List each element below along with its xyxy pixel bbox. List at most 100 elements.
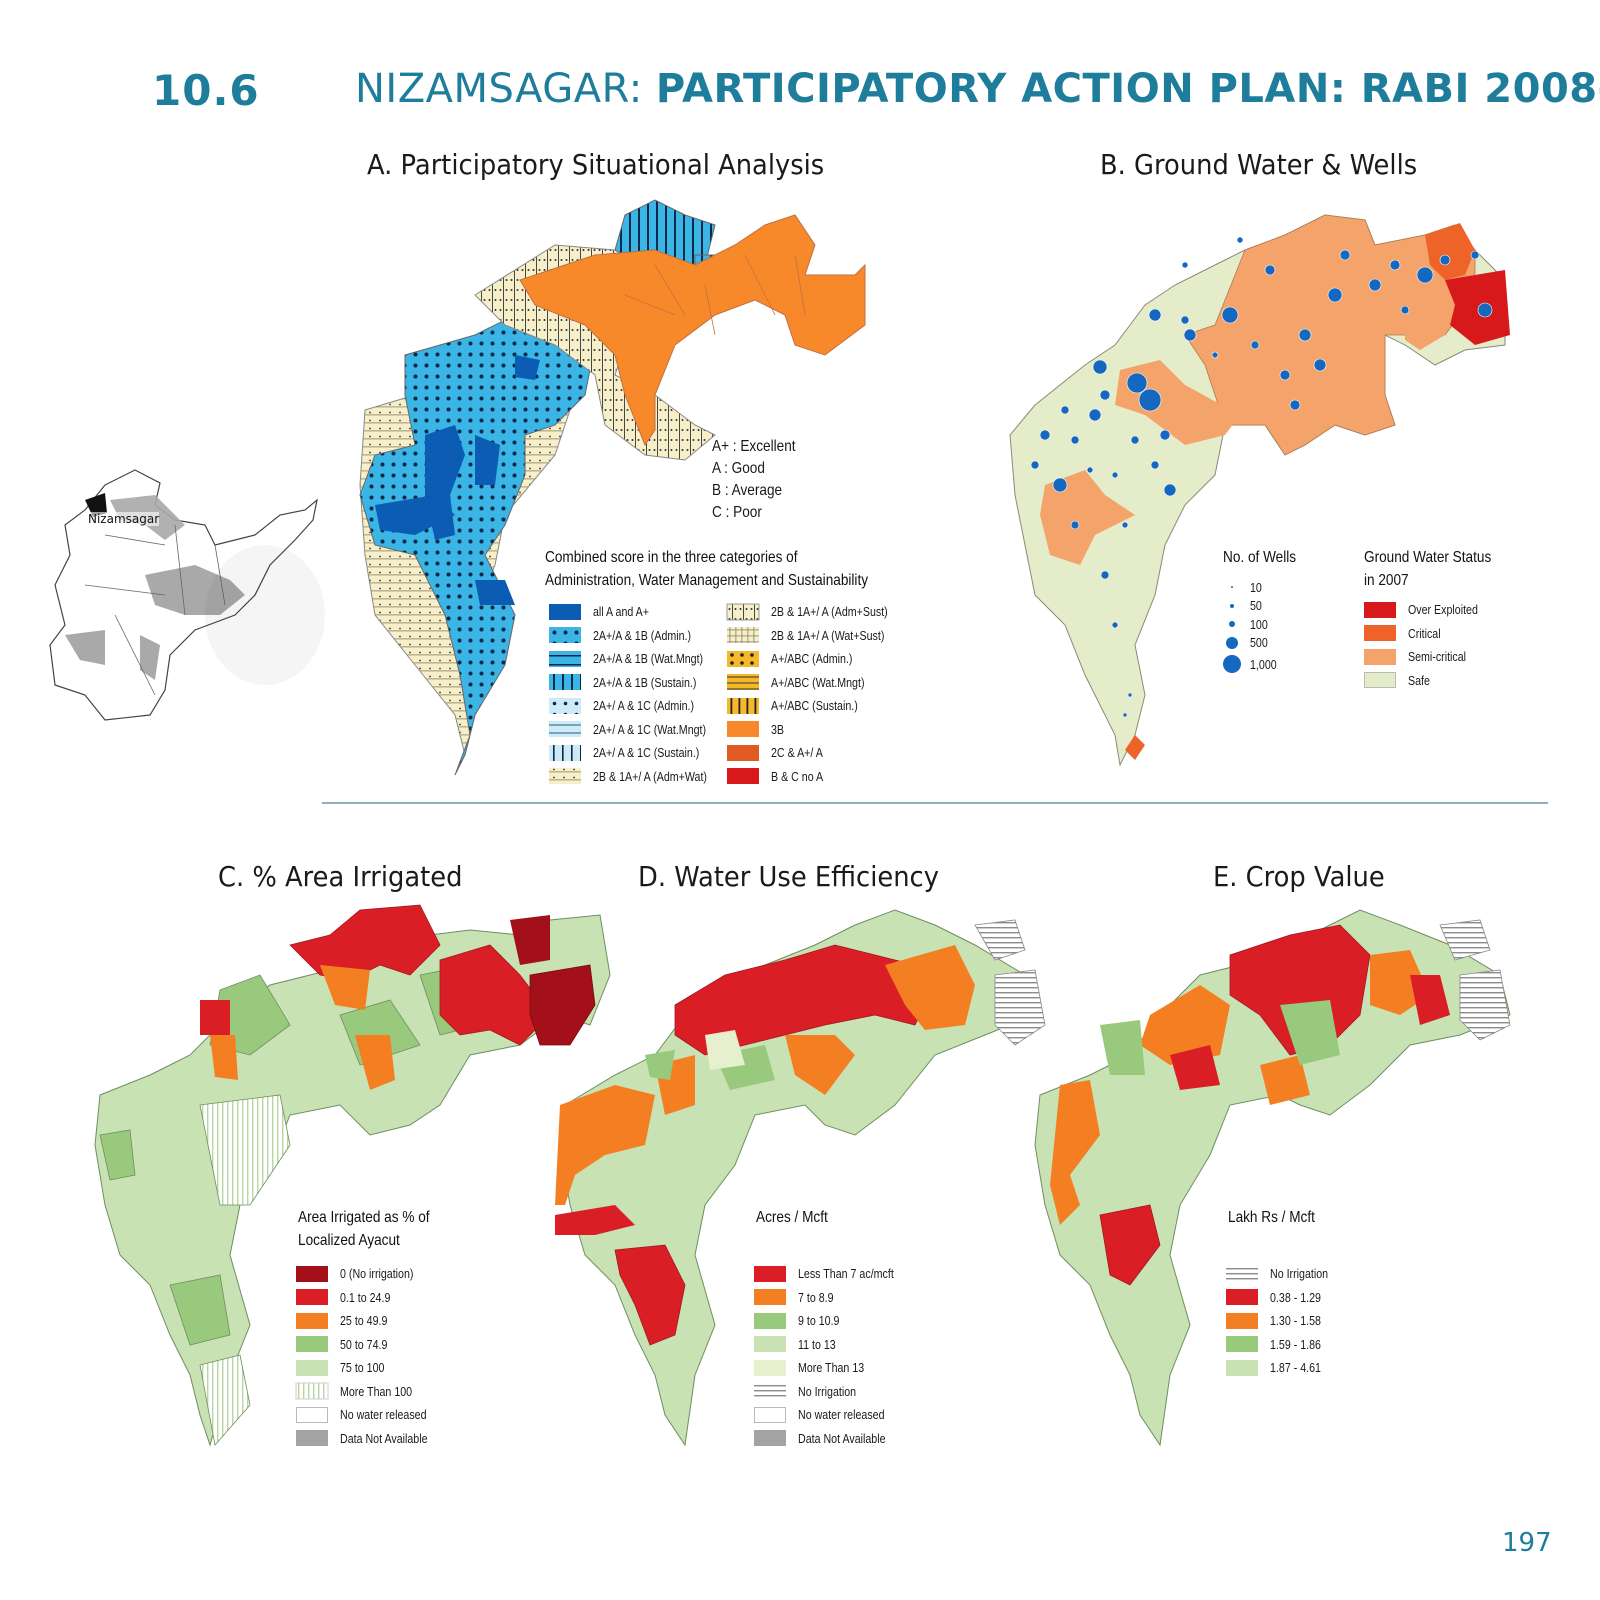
well-size-swatch (1223, 655, 1241, 673)
well-size-swatch (1229, 621, 1235, 628)
legend-item: 2A+/ A & 1C (Wat.Mngt) (549, 718, 732, 742)
legend-label: 2A+/A & 1B (Admin.) (593, 627, 692, 643)
legend-item: 7 to 8.9 (754, 1286, 915, 1310)
legend-label: 2C & A+/ A (771, 745, 823, 761)
legend-swatch (1364, 672, 1396, 689)
legend-label: all A and A+ (593, 604, 650, 620)
legend-item: More Than 100 (295, 1380, 447, 1404)
legend-label: 2A+/ A & 1C (Admin.) (593, 698, 695, 714)
legend-swatch (727, 650, 759, 667)
legend-swatch (296, 1312, 328, 1329)
inset-state-map (49, 469, 325, 721)
legend-swatch (754, 1359, 786, 1376)
legend-title-line: Localized Ayacut (298, 1232, 400, 1249)
legend-label: 2A+/ A & 1C (Wat.Mngt) (593, 721, 707, 737)
legend-label: Data Not Available (340, 1430, 428, 1446)
legend-item: No Irrigation (1226, 1262, 1341, 1286)
legend-item: Data Not Available (296, 1427, 447, 1451)
legend-swatch (754, 1336, 786, 1353)
panel-a-legend-right: 2B & 1A+/ A (Adm+Sust) 2B & 1A+/ A (Wat+… (726, 600, 913, 788)
legend-item: 2A+/ A & 1C (Admin.) (549, 694, 732, 718)
legend-item: 1.59 - 1.86 (1226, 1333, 1341, 1357)
legend-swatch (1226, 1336, 1258, 1353)
legend-label: 50 (1250, 598, 1262, 614)
legend-label: No Irrigation (798, 1383, 857, 1399)
legend-label: 2A+/A & 1B (Wat.Mngt) (593, 651, 704, 667)
gw-status-legend: Over Exploited Critical Semi-critical Sa… (1364, 598, 1493, 692)
wells-size-legend: 10 50 100 500 1,000 (1222, 578, 1283, 676)
legend-label: Over Exploited (1408, 602, 1478, 618)
legend-item: 50 (1222, 597, 1283, 616)
legend-label: 2B & 1A+/ A (Wat+Sust) (771, 627, 885, 643)
legend-label: 2A+/A & 1B (Sustain.) (593, 674, 697, 690)
page-title-place: NIZAMSAGAR: (355, 66, 656, 112)
legend-item: Critical (1364, 622, 1493, 646)
legend-title-line: Ground Water Status (1364, 549, 1492, 566)
legend-swatch (727, 627, 759, 644)
legend-item: 500 (1222, 634, 1283, 653)
legend-swatch (295, 1382, 329, 1400)
legend-label: 0 (No irrigation) (340, 1266, 414, 1282)
legend-swatch (754, 1289, 786, 1306)
legend-item: 3B (727, 718, 913, 742)
panel-d-legend-title: Acres / Mcft (756, 1209, 828, 1226)
legend-item: 2A+/A & 1B (Admin.) (549, 624, 732, 648)
legend-swatch (727, 697, 759, 714)
map-participatory-analysis (359, 199, 866, 776)
panel-e-legend-title: Lakh Rs / Mcft (1228, 1209, 1315, 1226)
legend-label: A+/ABC (Sustain.) (771, 698, 858, 714)
legend-label: Safe (1408, 672, 1430, 688)
page-title: NIZAMSAGAR: PARTICIPATORY ACTION PLAN: R… (355, 66, 1600, 112)
legend-item: 25 to 49.9 (296, 1309, 447, 1333)
panel-a-title: A. Participatory Situational Analysis (367, 148, 825, 181)
section-number: 10.6 (152, 66, 260, 115)
legend-title-line: Combined score in the three categories o… (545, 549, 798, 566)
legend-item: No water released (754, 1403, 915, 1427)
legend-label: 0.1 to 24.9 (340, 1289, 391, 1305)
legend-label: Less Than 7 ac/mcft (798, 1266, 894, 1282)
map-area-irrigated (94, 904, 611, 1447)
legend-label: 11 to 13 (798, 1336, 836, 1352)
legend-label: 2A+/ A & 1C (Sustain.) (593, 745, 700, 761)
legend-swatch (549, 768, 581, 785)
legend-label: B & C no A (771, 768, 824, 784)
section-divider (322, 802, 1548, 804)
legend-label: Critical (1408, 625, 1441, 641)
grade-key: A+ : Excellent A : Good B : Average C : … (712, 436, 796, 524)
panel-c-legend-title: Area Irrigated as % of Localized Ayacut (298, 1206, 430, 1252)
legend-item: 1.87 - 4.61 (1226, 1356, 1341, 1380)
legend-label: No Irrigation (1270, 1266, 1329, 1282)
legend-swatch (549, 603, 581, 620)
legend-label: 9 to 10.9 (798, 1313, 840, 1329)
legend-item: 9 to 10.9 (754, 1309, 915, 1333)
legend-swatch (727, 744, 759, 761)
legend-swatch (727, 721, 759, 738)
legend-label: More Than 13 (798, 1360, 865, 1376)
legend-swatch (726, 603, 760, 621)
legend-swatch (549, 650, 581, 667)
well-circles (1030, 236, 1493, 718)
grade-item: A+ : Excellent (712, 438, 796, 455)
legend-item: 75 to 100 (296, 1356, 447, 1380)
page-number: 197 (1502, 1528, 1552, 1558)
legend-item: Data Not Available (754, 1427, 915, 1451)
legend-swatch (754, 1265, 786, 1282)
legend-item: 11 to 13 (754, 1333, 915, 1357)
legend-label: No water released (798, 1407, 885, 1423)
panel-c-legend: 0 (No irrigation) 0.1 to 24.9 25 to 49.9… (295, 1262, 447, 1451)
legend-swatch (1226, 1289, 1258, 1306)
well-size-swatch (1231, 586, 1233, 589)
grade-item: B : Average (712, 482, 783, 499)
legend-item: 10 (1222, 578, 1283, 597)
legend-swatch (296, 1289, 328, 1306)
legend-swatch (549, 627, 581, 644)
map-crop-value (1034, 909, 1511, 1447)
legend-item: 2B & 1A+/ A (Wat+Sust) (727, 624, 913, 648)
legend-item: all A and A+ (549, 600, 732, 624)
legend-title-line: Area Irrigated as % of (298, 1209, 430, 1226)
legend-item: A+/ABC (Sustain.) (727, 694, 913, 718)
legend-item: Over Exploited (1364, 598, 1493, 622)
legend-item: 2A+/ A & 1C (Sustain.) (549, 741, 732, 765)
legend-swatch (549, 744, 581, 761)
legend-label: Data Not Available (798, 1430, 886, 1446)
